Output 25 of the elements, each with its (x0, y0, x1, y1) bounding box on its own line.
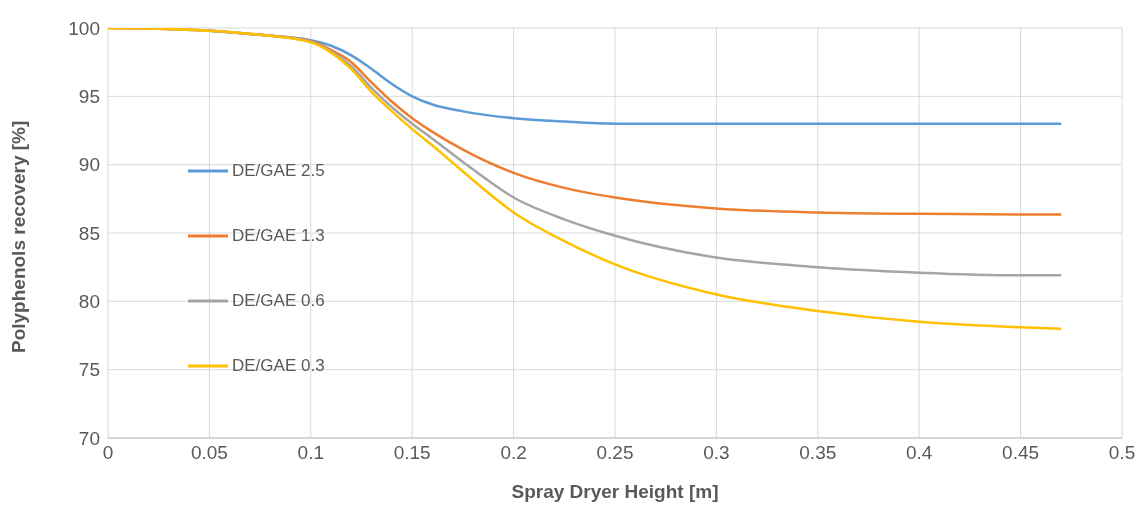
x-tick-label: 0.5 (1108, 442, 1136, 464)
x-axis-title: Spray Dryer Height [m] (511, 481, 719, 502)
legend-label: DE/GAE 2.5 (232, 160, 325, 181)
legend-label: DE/GAE 0.3 (232, 355, 325, 376)
line-series (108, 28, 1063, 330)
x-tick-label: 0.4 (905, 442, 933, 464)
x-tick-label: 0.25 (596, 442, 634, 464)
x-tick-label: 0.35 (799, 442, 837, 464)
x-tick-label: 0.1 (297, 442, 325, 464)
y-tick-label: 100 (68, 17, 100, 39)
y-tick-label: 95 (78, 86, 100, 108)
x-tick-label: 0.15 (393, 442, 431, 464)
legend-label: DE/GAE 0.6 (232, 290, 325, 311)
x-tick-label: 0 (102, 442, 114, 464)
y-tick-label: 90 (78, 154, 100, 176)
y-tick-label: 85 (78, 222, 100, 244)
y-tick-label: 80 (78, 291, 100, 313)
x-tick-label: 0.3 (703, 442, 730, 464)
x-tick-label: 0.45 (1002, 442, 1040, 464)
x-tick-label: 0.05 (190, 442, 228, 464)
legend-label: DE/GAE 1.3 (232, 225, 325, 246)
y-axis-title: Polyphenols recovery [%] (7, 120, 29, 353)
y-tick-label: 75 (78, 359, 100, 381)
y-tick-label: 70 (78, 427, 100, 449)
x-tick-label: 0.2 (500, 442, 527, 464)
